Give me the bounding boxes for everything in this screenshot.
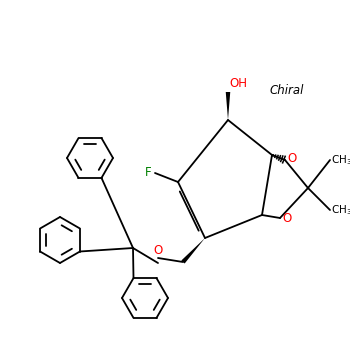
Text: CH$_3$: CH$_3$ bbox=[331, 153, 350, 167]
Text: OH: OH bbox=[229, 77, 247, 90]
Polygon shape bbox=[226, 92, 230, 120]
Text: CH$_3$: CH$_3$ bbox=[331, 203, 350, 217]
Text: Chiral: Chiral bbox=[270, 84, 304, 97]
Polygon shape bbox=[181, 238, 205, 264]
Text: O: O bbox=[153, 244, 163, 257]
Text: O: O bbox=[287, 153, 296, 166]
Text: F: F bbox=[144, 167, 151, 180]
Text: O: O bbox=[282, 212, 291, 225]
